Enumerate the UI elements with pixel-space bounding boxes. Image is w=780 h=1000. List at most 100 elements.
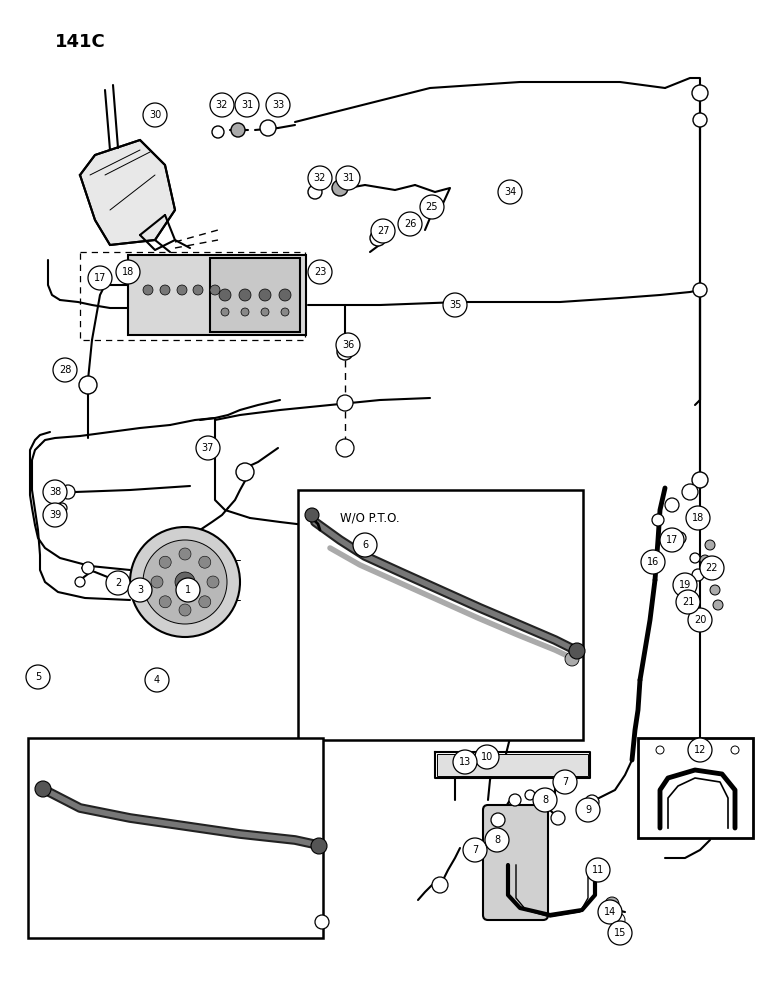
- Circle shape: [485, 828, 509, 852]
- Text: 14: 14: [604, 907, 616, 917]
- Circle shape: [620, 930, 630, 940]
- Text: 33: 33: [272, 100, 284, 110]
- Circle shape: [569, 643, 585, 659]
- Circle shape: [175, 572, 195, 592]
- Circle shape: [128, 578, 152, 602]
- Circle shape: [475, 745, 499, 769]
- Circle shape: [193, 285, 203, 295]
- Circle shape: [700, 555, 710, 565]
- Circle shape: [159, 596, 171, 608]
- Circle shape: [551, 811, 565, 825]
- Circle shape: [641, 550, 665, 574]
- Circle shape: [151, 576, 163, 588]
- Circle shape: [443, 293, 467, 317]
- Text: 8: 8: [542, 795, 548, 805]
- Circle shape: [420, 195, 444, 219]
- Circle shape: [315, 915, 329, 929]
- Circle shape: [401, 215, 415, 229]
- Text: 32: 32: [314, 173, 326, 183]
- Text: 7: 7: [562, 777, 568, 787]
- Text: 11: 11: [592, 865, 604, 875]
- Circle shape: [660, 528, 684, 552]
- Circle shape: [199, 596, 211, 608]
- Text: 20: 20: [694, 615, 706, 625]
- Circle shape: [525, 790, 535, 800]
- Circle shape: [88, 266, 112, 290]
- Circle shape: [308, 185, 322, 199]
- Circle shape: [370, 230, 386, 246]
- Circle shape: [143, 103, 167, 127]
- Text: 13: 13: [459, 757, 471, 767]
- Circle shape: [308, 260, 332, 284]
- Circle shape: [179, 548, 191, 560]
- Circle shape: [130, 527, 240, 637]
- Circle shape: [143, 285, 153, 295]
- Circle shape: [700, 556, 724, 580]
- Bar: [298, 490, 583, 740]
- Circle shape: [308, 166, 332, 190]
- Text: 28: 28: [58, 365, 71, 375]
- Circle shape: [713, 600, 723, 610]
- Circle shape: [598, 900, 622, 924]
- Circle shape: [656, 746, 664, 754]
- Circle shape: [311, 838, 327, 854]
- Circle shape: [176, 578, 200, 602]
- Text: 37: 37: [202, 443, 215, 453]
- Circle shape: [337, 395, 353, 411]
- Circle shape: [353, 533, 377, 557]
- Circle shape: [261, 308, 269, 316]
- Circle shape: [693, 283, 707, 297]
- Text: 4: 4: [154, 675, 160, 685]
- Circle shape: [731, 746, 739, 754]
- Circle shape: [509, 794, 521, 806]
- Circle shape: [259, 289, 271, 301]
- Circle shape: [553, 770, 577, 794]
- Text: 25: 25: [426, 202, 438, 212]
- Circle shape: [305, 508, 319, 522]
- Bar: [145, 550, 183, 610]
- Circle shape: [212, 126, 224, 138]
- Circle shape: [210, 93, 234, 117]
- Text: 26: 26: [404, 219, 417, 229]
- Circle shape: [432, 877, 448, 893]
- Circle shape: [75, 577, 85, 587]
- Circle shape: [266, 93, 290, 117]
- Circle shape: [336, 333, 360, 357]
- Bar: [210, 258, 300, 332]
- Bar: [437, 754, 588, 776]
- Text: 39: 39: [49, 510, 61, 520]
- Circle shape: [159, 556, 171, 568]
- Text: 27: 27: [377, 226, 389, 236]
- Circle shape: [26, 665, 50, 689]
- Text: 16: 16: [647, 557, 659, 567]
- Text: 5: 5: [35, 672, 41, 682]
- Circle shape: [710, 585, 720, 595]
- Text: 2: 2: [115, 578, 121, 588]
- Circle shape: [605, 897, 619, 911]
- Circle shape: [705, 540, 715, 550]
- Circle shape: [279, 289, 291, 301]
- Circle shape: [221, 308, 229, 316]
- Circle shape: [463, 838, 487, 862]
- Text: 6: 6: [362, 540, 368, 550]
- Circle shape: [693, 113, 707, 127]
- Circle shape: [106, 571, 130, 595]
- Circle shape: [491, 813, 505, 827]
- Circle shape: [682, 484, 698, 500]
- Circle shape: [61, 485, 75, 499]
- Circle shape: [690, 553, 700, 563]
- Circle shape: [565, 652, 579, 666]
- Text: 31: 31: [342, 173, 354, 183]
- Circle shape: [498, 180, 522, 204]
- Circle shape: [337, 344, 353, 360]
- Circle shape: [43, 503, 67, 527]
- Circle shape: [145, 668, 169, 692]
- Circle shape: [160, 285, 170, 295]
- Text: 9: 9: [585, 805, 591, 815]
- Circle shape: [196, 436, 220, 460]
- Bar: [128, 255, 306, 335]
- Circle shape: [674, 532, 686, 544]
- Polygon shape: [80, 140, 175, 245]
- Text: 22: 22: [706, 563, 718, 573]
- Circle shape: [82, 562, 94, 574]
